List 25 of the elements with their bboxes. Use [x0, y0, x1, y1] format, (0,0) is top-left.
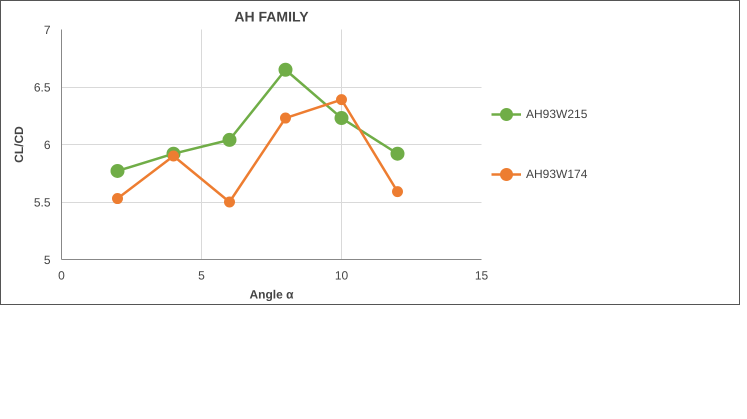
point: [168, 150, 179, 162]
point: [224, 196, 235, 208]
x-axis-title: Angle α: [249, 288, 294, 302]
x-tick-label: 0: [58, 268, 66, 282]
point: [222, 132, 236, 147]
point: [336, 94, 347, 106]
y-tick-label: 7: [44, 23, 51, 37]
x-tick-label: 15: [474, 268, 488, 282]
chart-title: AH FAMILY: [234, 8, 310, 24]
x-tick-label: 10: [334, 268, 348, 282]
x-tick-label: 5: [198, 268, 206, 282]
point: [112, 193, 123, 204]
y-tick-label: 5.5: [34, 196, 51, 210]
y-axis-title: CL/CD: [12, 126, 26, 163]
point: [334, 111, 348, 126]
y-tick-label: 6.5: [34, 80, 51, 94]
point: [110, 164, 124, 178]
point: [278, 62, 292, 77]
y-tick-label: 6: [44, 138, 51, 152]
point: [280, 112, 291, 124]
legend-label: AH93W215: [526, 106, 588, 123]
legend-label: AH93W174: [526, 166, 588, 183]
point: [392, 186, 403, 198]
point: [390, 146, 404, 161]
y-tick-label: 5: [44, 253, 51, 267]
